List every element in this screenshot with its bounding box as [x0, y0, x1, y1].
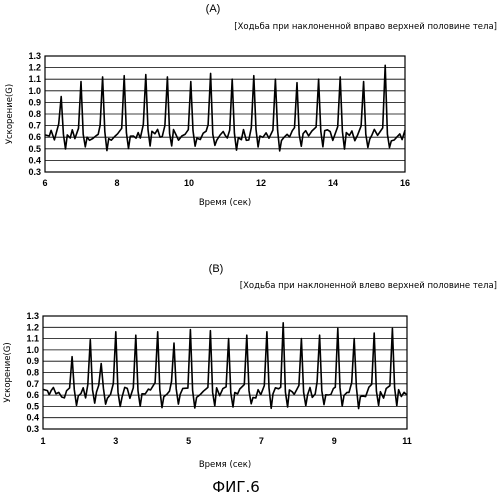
y-tick-label: 0.8 [26, 368, 39, 378]
y-axis-label: Ускорение(G) [5, 84, 15, 144]
y-tick-label: 1.0 [26, 345, 39, 355]
x-tick-label: 7 [259, 436, 264, 446]
x-tick-label: 16 [400, 178, 410, 188]
y-tick-label: 0.3 [26, 424, 39, 434]
y-axis-label: Ускорение(G) [3, 342, 13, 402]
series-line [45, 65, 405, 151]
y-tick-label: 0.9 [28, 97, 41, 107]
x-axis-label: Время (сек) [199, 198, 251, 208]
x-tick-label: 1 [40, 436, 45, 446]
y-tick-label: 1.1 [26, 334, 39, 344]
chart-b: (B) [Ходьба при наклоненной влево верхней… [3, 263, 497, 470]
y-tick-label: 0.4 [26, 413, 39, 423]
y-tick-label: 0.6 [26, 390, 39, 400]
x-tick-label: 10 [184, 178, 194, 188]
x-axis-label: Время (сек) [199, 460, 251, 470]
y-tick-label: 0.8 [28, 109, 41, 119]
y-tick-label: 1.3 [28, 51, 41, 61]
chart-title: [Ходьба при наклоненной влево верхней по… [240, 281, 497, 291]
y-tick-label: 0.5 [26, 401, 39, 411]
y-tick-label: 0.6 [28, 132, 41, 142]
chart-title: [Ходьба при наклоненной вправо верхней п… [234, 22, 497, 32]
panel-label: (A) [206, 3, 221, 15]
y-tick-label: 0.7 [28, 121, 41, 131]
x-tick-label: 6 [42, 178, 47, 188]
x-tick-label: 14 [328, 178, 338, 188]
x-tick-label: 12 [256, 178, 266, 188]
y-tick-label: 0.3 [28, 167, 41, 177]
figure-caption: ФИГ.6 [212, 478, 260, 496]
x-tick-label: 5 [186, 436, 191, 446]
y-tick-label: 1.1 [28, 74, 41, 84]
x-tick-label: 11 [402, 436, 412, 446]
chart-a: (A) [Ходьба при наклоненной вправо верхне… [5, 3, 497, 208]
y-tick-label: 1.2 [26, 322, 39, 332]
y-tick-label: 1.3 [26, 311, 39, 321]
series-line [43, 323, 407, 409]
y-tick-label: 0.4 [28, 155, 41, 165]
x-tick-label: 3 [113, 436, 118, 446]
y-tick-label: 0.7 [26, 379, 39, 389]
x-tick-label: 8 [114, 178, 119, 188]
y-tick-label: 1.0 [28, 86, 41, 96]
panel-label: (B) [209, 263, 224, 275]
y-tick-label: 1.2 [28, 63, 41, 73]
x-tick-label: 9 [332, 436, 337, 446]
y-tick-label: 0.9 [26, 356, 39, 366]
y-tick-label: 0.5 [28, 144, 41, 154]
